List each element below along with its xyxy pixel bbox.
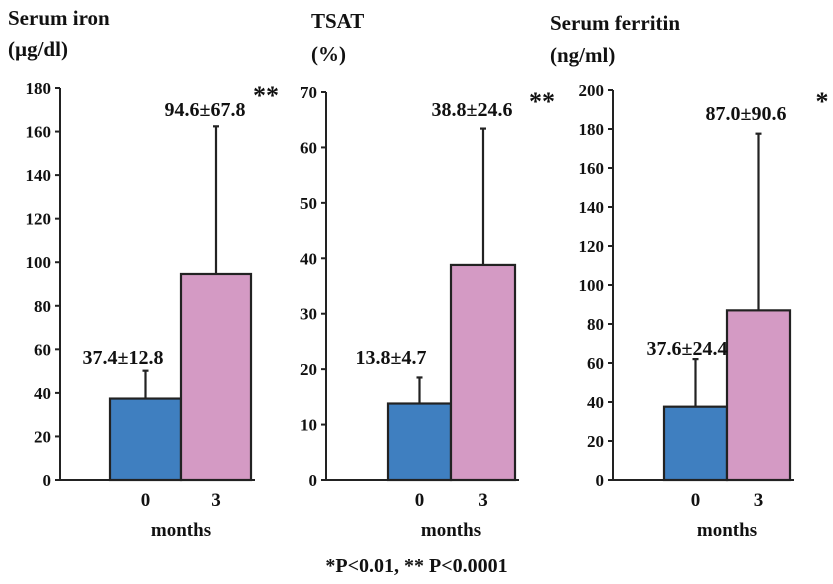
bar bbox=[449, 263, 517, 482]
x-tick-label: 0 bbox=[141, 490, 151, 511]
x-tick-label: 0 bbox=[415, 490, 425, 511]
y-tick-label: 100 bbox=[579, 276, 605, 295]
bar bbox=[108, 397, 183, 482]
chart-title: Serum iron bbox=[8, 6, 110, 30]
y-tick-label: 20 bbox=[34, 427, 51, 446]
y-tick-label: 40 bbox=[587, 393, 604, 412]
x-tick-label: 0 bbox=[691, 490, 701, 511]
data-label: 37.6±24.4 bbox=[647, 338, 728, 360]
bar bbox=[386, 402, 453, 482]
chart-unit: (%) bbox=[311, 42, 346, 66]
significance-footnote: *P<0.01, ** P<0.0001 bbox=[325, 555, 508, 577]
y-tick-label: 20 bbox=[300, 360, 317, 379]
y-tick-label: 200 bbox=[579, 81, 605, 100]
y-tick-label: 80 bbox=[34, 297, 51, 316]
y-tick-label: 20 bbox=[587, 432, 604, 451]
y-tick-label: 120 bbox=[26, 210, 52, 229]
data-label: 13.8±4.7 bbox=[356, 347, 427, 369]
y-tick-label: 120 bbox=[579, 237, 605, 256]
y-tick-label: 140 bbox=[579, 198, 605, 217]
y-tick-label: 180 bbox=[26, 79, 52, 98]
y-tick-label: 160 bbox=[579, 159, 605, 178]
chart-panel: TSAT (%) 0 10 20 30 40 50 60 70 0 3 months 13.8±4.7 38… bbox=[300, 9, 555, 541]
x-tick-label: 3 bbox=[478, 490, 488, 511]
y-tick-label: 100 bbox=[26, 253, 52, 272]
y-tick-label: 180 bbox=[579, 120, 605, 139]
chart-title: Serum ferritin bbox=[550, 11, 680, 35]
significance-marker: ** bbox=[529, 87, 555, 116]
y-tick-label: 60 bbox=[34, 340, 51, 359]
chart-unit: (ng/ml) bbox=[550, 43, 615, 67]
data-label: 94.6±67.8 bbox=[165, 99, 246, 121]
chart-panel: Serum iron (µg/dl) 0 20 40 60 80 100 120 140 160 18… bbox=[8, 6, 279, 541]
y-tick-label: 160 bbox=[26, 123, 52, 142]
data-label: 38.8±24.6 bbox=[432, 99, 513, 121]
y-tick-label: 10 bbox=[300, 416, 317, 435]
bar bbox=[179, 272, 253, 482]
bar bbox=[662, 405, 729, 482]
x-axis-label: months bbox=[151, 520, 211, 541]
y-tick-label: 70 bbox=[300, 83, 317, 102]
y-tick-label: 0 bbox=[596, 471, 605, 490]
y-tick-label: 80 bbox=[587, 315, 604, 334]
y-tick-label: 0 bbox=[309, 471, 318, 490]
bar bbox=[725, 309, 792, 482]
chart-title: TSAT bbox=[311, 9, 364, 33]
data-label: 37.4±12.8 bbox=[83, 347, 164, 369]
y-tick-label: 60 bbox=[300, 138, 317, 157]
data-label: 87.0±90.6 bbox=[706, 103, 787, 125]
x-tick-label: 3 bbox=[211, 490, 221, 511]
significance-marker: * bbox=[816, 87, 829, 116]
y-tick-label: 30 bbox=[300, 305, 317, 324]
y-tick-label: 140 bbox=[26, 166, 52, 185]
y-tick-label: 40 bbox=[34, 384, 51, 403]
x-axis-label: months bbox=[697, 520, 757, 541]
y-tick-label: 50 bbox=[300, 194, 317, 213]
y-tick-label: 0 bbox=[43, 471, 52, 490]
chart-unit: (µg/dl) bbox=[8, 37, 68, 61]
x-axis-label: months bbox=[421, 520, 481, 541]
significance-marker: ** bbox=[253, 81, 279, 110]
x-tick-label: 3 bbox=[754, 490, 764, 511]
y-tick-label: 40 bbox=[300, 249, 317, 268]
chart-panel: Serum ferritin (ng/ml) 0 20 40 60 80 100 120 140 1… bbox=[550, 11, 829, 541]
y-tick-label: 60 bbox=[587, 354, 604, 373]
